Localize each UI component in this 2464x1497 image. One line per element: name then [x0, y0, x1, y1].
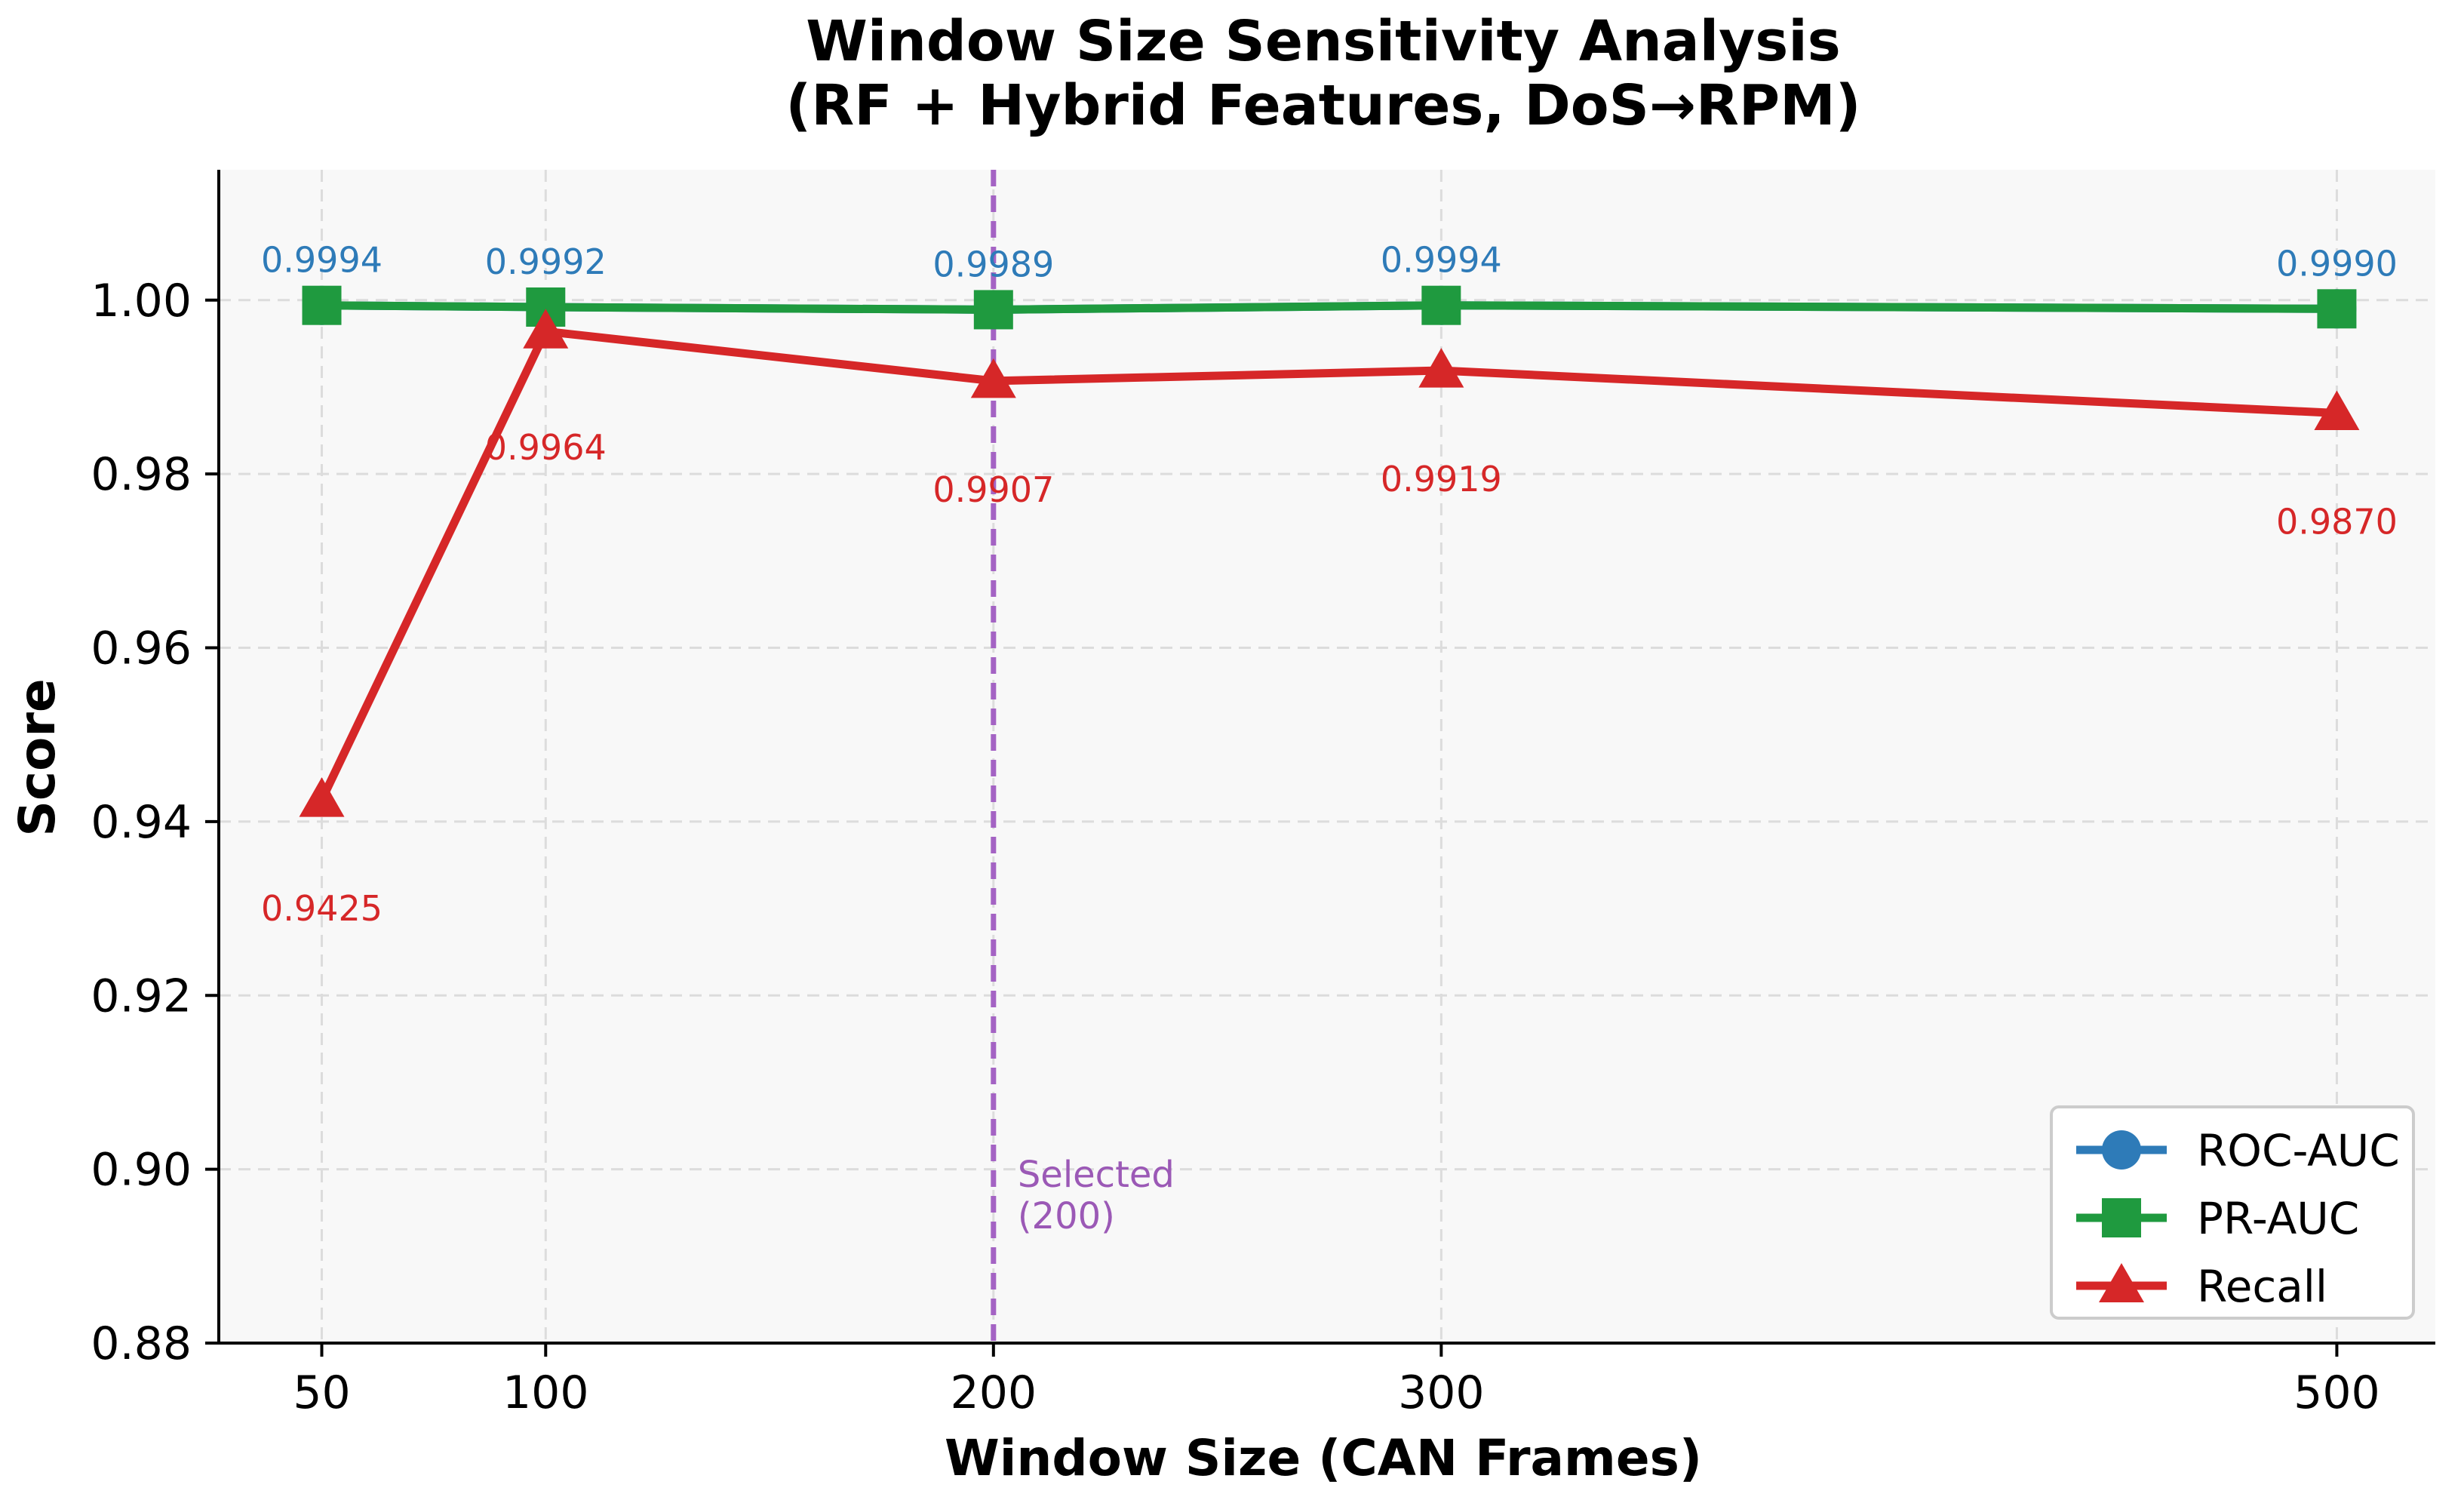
x-tick-label: 50: [293, 1366, 350, 1419]
selected-label: Selected: [1018, 1154, 1175, 1196]
legend-pr-auc-label: PR-AUC: [2197, 1193, 2359, 1244]
legend: ROC-AUC PR-AUC Recall: [2050, 1105, 2415, 1320]
roc-auc-data-label: 0.9994: [261, 240, 383, 281]
recall-data-label: 0.9919: [1381, 459, 1502, 500]
recall-data-label: 0.9425: [261, 888, 383, 929]
y-axis-label: Score: [8, 678, 66, 836]
selected-label-value: (200): [1018, 1195, 1115, 1237]
y-tick-label: 0.92: [91, 970, 192, 1022]
chart-title: Window Size Sensitivity Analysis: [806, 9, 1841, 74]
legend-pr-auc-marker: [2102, 1198, 2141, 1237]
chart-subtitle: (RF + Hybrid Features, DoS→RPM): [785, 73, 1860, 138]
y-tick-label: 0.94: [91, 796, 192, 849]
legend-recall-marker: [2099, 1263, 2144, 1302]
recall-data-label: 0.9964: [485, 427, 607, 468]
legend-box: [2050, 1105, 2415, 1320]
pr-auc-point: [302, 285, 342, 325]
recall-point: [1418, 348, 1464, 388]
pr-auc-point: [973, 290, 1013, 330]
data-labels: 0.9994 0.9992 0.9989 0.9994 0.9990 0.9425 0.99…: [261, 240, 2398, 929]
y-tick-label: 0.90: [91, 1144, 192, 1197]
axes: 0.88 0.90 0.92 0.94 0.96 0.98 1.00 50 100 200 300 5…: [91, 170, 2435, 1419]
legend-roc-auc-marker: [2102, 1130, 2141, 1170]
recall-data-label: 0.9907: [932, 469, 1054, 510]
recall-point: [523, 309, 569, 349]
y-tick-label: 0.88: [91, 1317, 192, 1370]
y-tick-label: 1.00: [91, 275, 192, 327]
roc-auc-data-label: 0.9994: [1381, 240, 1502, 281]
x-tick-label: 300: [1398, 1366, 1485, 1419]
recall-point: [970, 358, 1016, 398]
pr-auc-line: [318, 301, 2341, 314]
roc-auc-data-label: 0.9992: [485, 241, 607, 282]
recall-point: [299, 777, 345, 817]
y-tick-label: 0.96: [91, 622, 192, 675]
x-tick-label: 200: [951, 1366, 1037, 1419]
x-axis-label: Window Size (CAN Frames): [945, 1429, 1702, 1487]
recall-data-label: 0.9870: [2276, 502, 2398, 543]
y-tick-label: 0.98: [91, 448, 192, 501]
roc-auc-data-label: 0.9990: [2276, 243, 2398, 284]
recall-point: [2314, 390, 2360, 431]
legend-recall-label: Recall: [2197, 1261, 2327, 1312]
series-group: [299, 285, 2360, 817]
x-tick-label: 500: [2293, 1366, 2380, 1419]
roc-auc-data-label: 0.9989: [932, 244, 1054, 284]
x-tick-label: 100: [502, 1366, 589, 1419]
legend-roc-auc-label: ROC-AUC: [2197, 1125, 2400, 1176]
pr-auc-point: [1421, 285, 1461, 325]
pr-auc-point: [2317, 289, 2357, 329]
